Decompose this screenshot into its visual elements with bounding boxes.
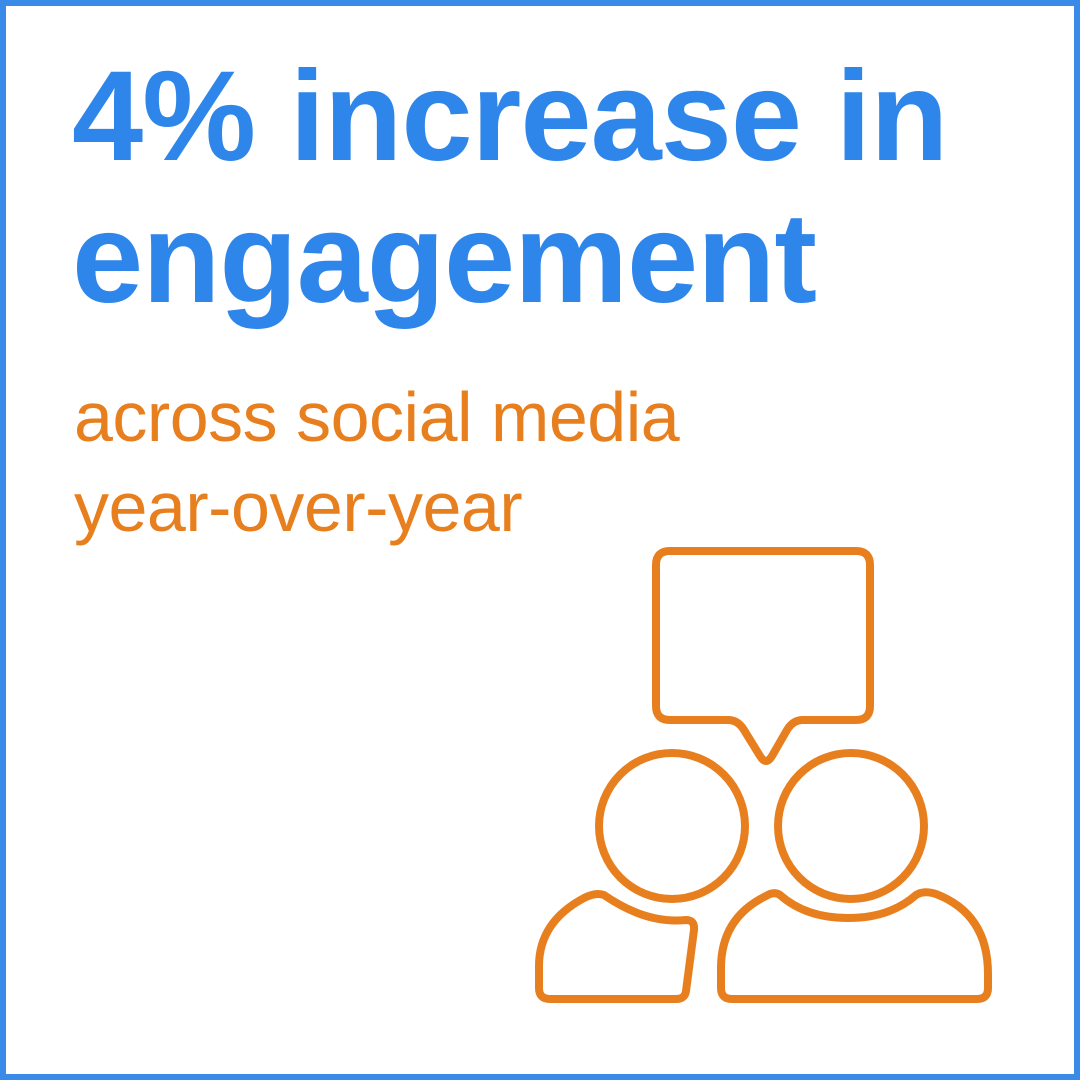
subheadline-line-1: across social media — [74, 378, 680, 456]
right-person-head-icon — [774, 749, 928, 903]
headline-line-1: 4% increase in — [72, 45, 948, 188]
speech-bubble-icon — [652, 547, 874, 765]
headline-line-2: engagement — [72, 187, 817, 330]
headline: 4% increase in engagement — [72, 46, 1032, 330]
two-people-conversation-icon — [535, 547, 992, 1003]
left-person-body-icon — [535, 890, 699, 1003]
right-person-body-icon — [717, 888, 992, 1003]
subheadline-line-2: year-over-year — [74, 468, 523, 546]
left-person-head-icon — [595, 749, 749, 903]
subheadline: across social media year-over-year — [74, 372, 974, 552]
